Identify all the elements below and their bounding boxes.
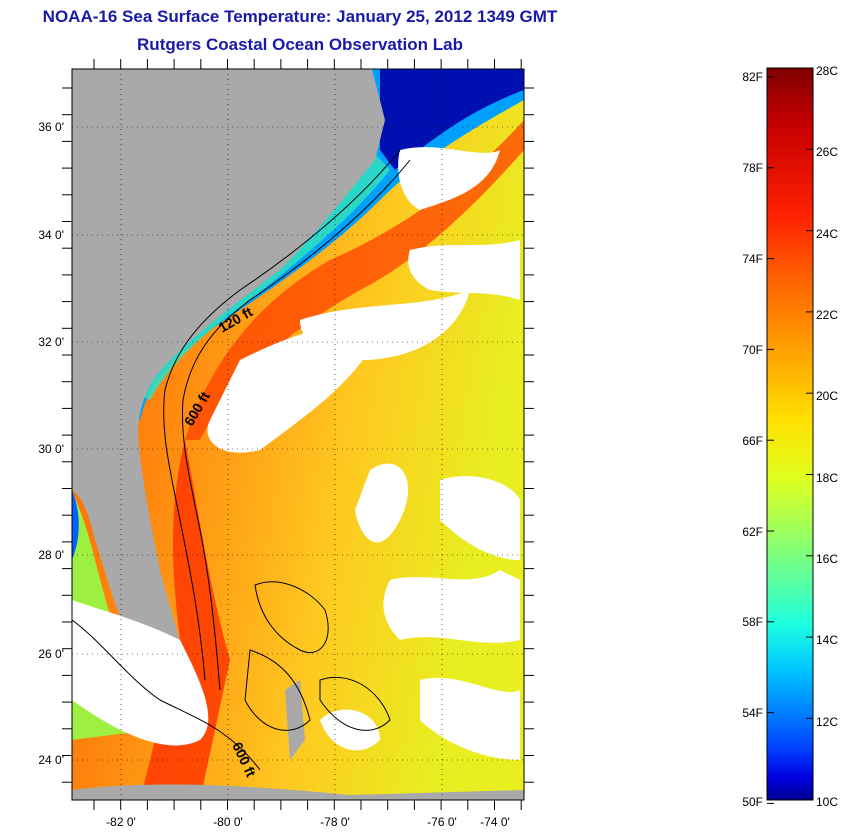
colorbar-c-label: 22C — [816, 308, 838, 322]
lon-label: -78 0' — [320, 815, 350, 829]
colorbar-c-label: 16C — [816, 552, 838, 566]
contour-bank-3 — [319, 676, 391, 731]
cuba-coast — [72, 784, 524, 800]
map-area: 120 ft 600 ft 600 ft — [72, 69, 524, 800]
colorbar-c-label: 18C — [816, 471, 838, 485]
colorbar-celsius-labels: 28C 26C 24C 22C 20C 18C 16C 14C 12C 10C — [816, 64, 838, 809]
lat-label: 34 0' — [38, 228, 64, 242]
colorbar — [766, 67, 814, 801]
map-gridlines — [72, 69, 524, 800]
colorbar-c-label: 26C — [816, 145, 838, 159]
lat-label: 24 0' — [38, 753, 64, 767]
lat-label: 32 0' — [38, 335, 64, 349]
lon-label: -74 0' — [480, 815, 510, 829]
bahamas-island — [285, 680, 305, 760]
lon-labels: -82 0' -80 0' -78 0' -76 0' -74 0' — [106, 815, 510, 829]
colorbar-c-label: 12C — [816, 715, 838, 729]
lon-label: -82 0' — [106, 815, 136, 829]
lat-label: 28 0' — [38, 548, 64, 562]
colorbar-f-label: 50F — [742, 795, 763, 809]
map-ticks — [62, 59, 534, 810]
colorbar-fahrenheit-labels: 82F 78F 74F 70F 66F 62F 58F 54F 50F — [742, 70, 763, 809]
colorbar-f-label: 70F — [742, 343, 763, 357]
colorbar-c-label: 14C — [816, 633, 838, 647]
colorbar-c-label: 24C — [816, 227, 838, 241]
colorbar-c-label: 10C — [816, 795, 838, 809]
colorbar-f-label: 78F — [742, 161, 763, 175]
contour-bank-1 — [254, 581, 329, 653]
colorbar-f-label: 74F — [742, 252, 763, 266]
colorbar-f-label: 54F — [742, 706, 763, 720]
lat-labels: 36 0' 34 0' 32 0' 30 0' 28 0' 26 0' 24 0… — [38, 120, 64, 767]
lat-label: 30 0' — [38, 442, 64, 456]
depth-contours — [72, 149, 411, 771]
land-mass — [72, 69, 385, 705]
contour-120ft — [163, 149, 401, 681]
colorbar-f-label: 58F — [742, 615, 763, 629]
map-frame — [71, 68, 525, 801]
map-title: NOAA-16 Sea Surface Temperature: January… — [42, 7, 558, 26]
colorbar-c-label: 20C — [816, 389, 838, 403]
lon-label: -80 0' — [213, 815, 243, 829]
lat-label: 26 0' — [38, 647, 64, 661]
gulf-cold-patch — [72, 490, 79, 560]
colorbar-c-label: 28C — [816, 64, 838, 78]
map-subtitle: Rutgers Coastal Ocean Observation Lab — [137, 35, 463, 54]
lat-label: 36 0' — [38, 120, 64, 134]
colorbar-f-label: 62F — [742, 525, 763, 539]
lon-label: -76 0' — [427, 815, 457, 829]
contour-bank-2 — [244, 649, 311, 731]
colorbar-f-label: 66F — [742, 434, 763, 448]
colorbar-ticks — [767, 67, 813, 804]
contour-gulf — [72, 619, 261, 771]
contour-600ft — [182, 159, 411, 691]
coldest-water — [380, 69, 524, 170]
colorbar-f-label: 82F — [742, 70, 763, 84]
